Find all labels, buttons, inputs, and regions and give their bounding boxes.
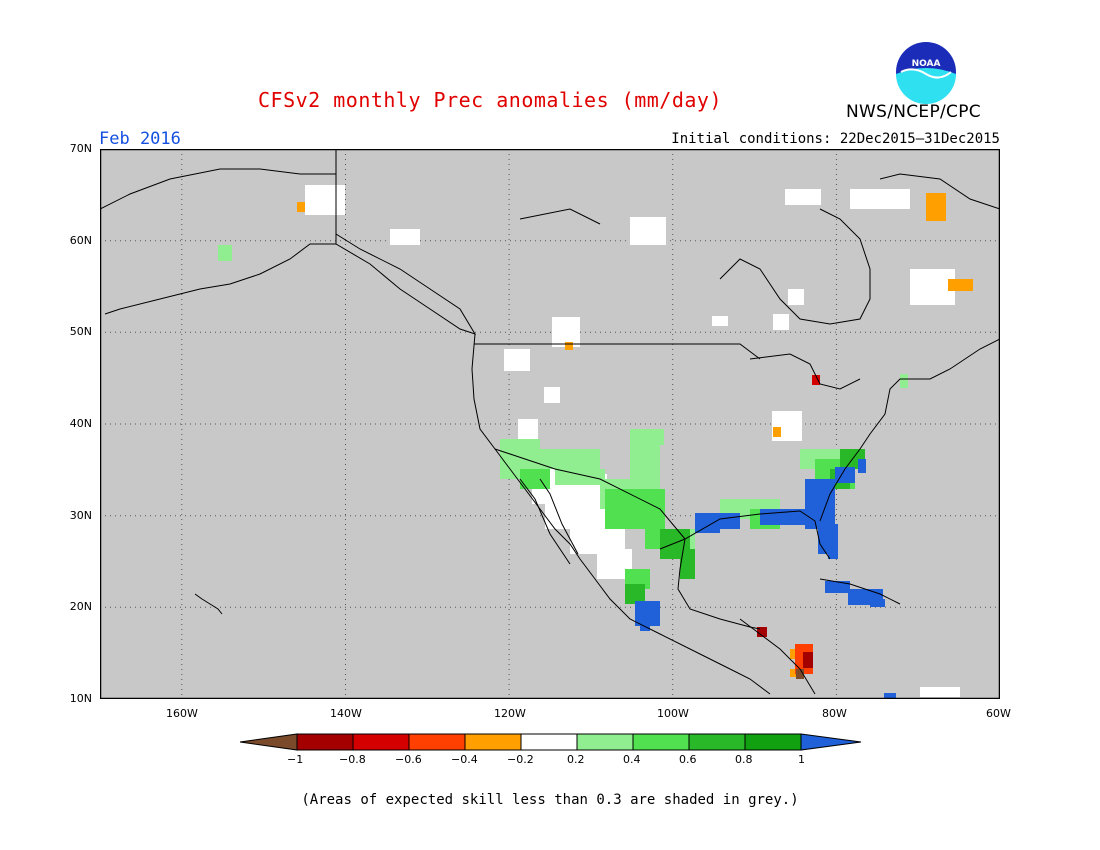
map-frame [100, 149, 1000, 699]
colorbar-swatch [352, 733, 410, 751]
agency-label: NWS/NCEP/CPC [846, 102, 981, 122]
lon-label: 140W [330, 707, 362, 720]
lat-label: 30N [69, 509, 92, 522]
colorbar-swatch [744, 733, 802, 751]
colorbar-high-arrow [800, 733, 862, 751]
anomaly-near-zero-areas [305, 185, 960, 697]
lon-label: 120W [494, 707, 526, 720]
map-title-text: CFSv2 monthly Prec anomalies (mm/day) [257, 88, 723, 112]
lon-label: 160W [166, 707, 198, 720]
colorbar-swatch [464, 733, 522, 751]
lat-label: 40N [69, 417, 92, 430]
forecast-month: Feb 2016 [99, 129, 181, 149]
anomaly-negative-strong-areas [757, 375, 820, 679]
colorbar-label: 0.6 [679, 753, 697, 766]
colorbar-label: 1 [798, 753, 805, 766]
colorbar-swatch [576, 733, 634, 751]
colorbar-label: −1 [287, 753, 304, 766]
colorbar-swatch [520, 733, 578, 751]
initial-conditions: Initial conditions: 22Dec2015–31Dec2015 [671, 131, 1000, 147]
colorbar-swatch [408, 733, 466, 751]
noaa-logo-icon: NOAA [896, 42, 956, 104]
colorbar-swatch [632, 733, 690, 751]
colorbar-low-arrow [240, 733, 298, 751]
map-coastlines [100, 149, 1000, 695]
skill-footnote: (Areas of expected skill less than 0.3 a… [301, 792, 799, 808]
map-title: CFSv2 monthly Prec anomalies (mm/day) [0, 88, 1100, 112]
lat-label: 50N [69, 325, 92, 338]
lon-label: 60W [986, 707, 1011, 720]
colorbar-label: −0.4 [451, 753, 478, 766]
colorbar-label: −0.2 [507, 753, 534, 766]
colorbar-label: 0.2 [567, 753, 585, 766]
colorbar-label: 0.4 [623, 753, 641, 766]
lon-label: 80W [822, 707, 847, 720]
colorbar-swatch [296, 733, 354, 751]
colorbar-label: −0.6 [395, 753, 422, 766]
lat-label: 70N [69, 142, 92, 155]
lat-label: 20N [69, 600, 92, 613]
colorbar-label: −0.8 [339, 753, 366, 766]
lat-label: 10N [69, 692, 92, 705]
noaa-logo-text: NOAA [912, 59, 941, 69]
lat-label: 60N [69, 234, 92, 247]
lon-label: 100W [657, 707, 689, 720]
colorbar-label: 0.8 [735, 753, 753, 766]
colorbar-swatch [688, 733, 746, 751]
map-panel [100, 149, 1000, 699]
colorbar [240, 733, 862, 751]
noaa-logo: NOAA [893, 40, 959, 108]
